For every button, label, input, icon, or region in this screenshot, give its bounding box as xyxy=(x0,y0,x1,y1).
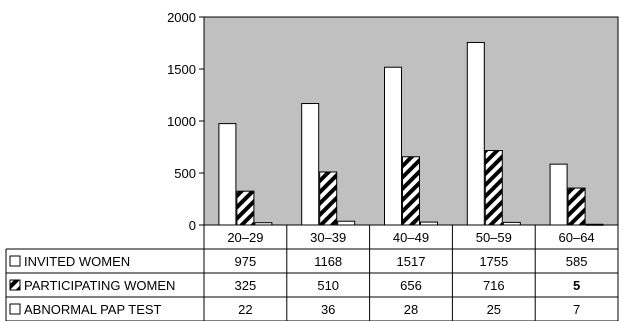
data-label: 585 xyxy=(566,254,588,269)
bar-abnormal-pap-test xyxy=(337,220,356,226)
data-label: 1517 xyxy=(397,254,426,269)
data-label: 7 xyxy=(573,302,580,317)
y-tick-label: 1500 xyxy=(167,62,196,77)
y-tick-label: 500 xyxy=(174,166,196,181)
category-label: 50–59 xyxy=(476,230,512,245)
bar-participating-women xyxy=(484,150,503,226)
bar-invited-women xyxy=(549,163,568,226)
bar-invited-women xyxy=(466,41,485,226)
legend-swatch xyxy=(9,303,21,315)
data-label: 36 xyxy=(321,302,335,317)
y-tick-label: 1000 xyxy=(167,114,196,129)
bar-invited-women xyxy=(384,66,402,226)
data-label: 28 xyxy=(404,302,418,317)
category-label: 30–39 xyxy=(310,230,346,245)
bar-invited-women xyxy=(218,123,237,226)
bar-participating-women xyxy=(567,187,586,226)
bar-invited-women xyxy=(301,103,320,226)
data-label: 22 xyxy=(238,302,252,317)
y-tick-label: 2000 xyxy=(167,10,196,25)
legend-label: PARTICIPATING WOMEN xyxy=(24,278,175,293)
data-label: 510 xyxy=(317,278,339,293)
legend-swatch xyxy=(9,279,21,291)
y-tick-label: 0 xyxy=(189,218,196,233)
category-label: 60–64 xyxy=(559,230,595,245)
data-label: 1168 xyxy=(314,254,342,269)
data-label: 25 xyxy=(487,302,501,317)
data-label: 656 xyxy=(400,278,422,293)
legend-swatch xyxy=(9,255,21,267)
category-label: 20–29 xyxy=(227,230,263,245)
data-label: 1755 xyxy=(479,254,508,269)
bar-participating-women xyxy=(319,171,338,226)
category-label: 40–49 xyxy=(393,230,429,245)
data-label: 325 xyxy=(235,278,257,293)
bar-participating-women xyxy=(236,190,255,226)
data-label: 5 xyxy=(573,278,580,293)
data-label: 975 xyxy=(235,254,257,269)
legend-label: ABNORMAL PAP TEST xyxy=(24,302,162,317)
legend-label: INVITED WOMEN xyxy=(24,254,130,269)
data-label: 716 xyxy=(483,278,505,293)
bar-participating-women xyxy=(402,156,420,226)
